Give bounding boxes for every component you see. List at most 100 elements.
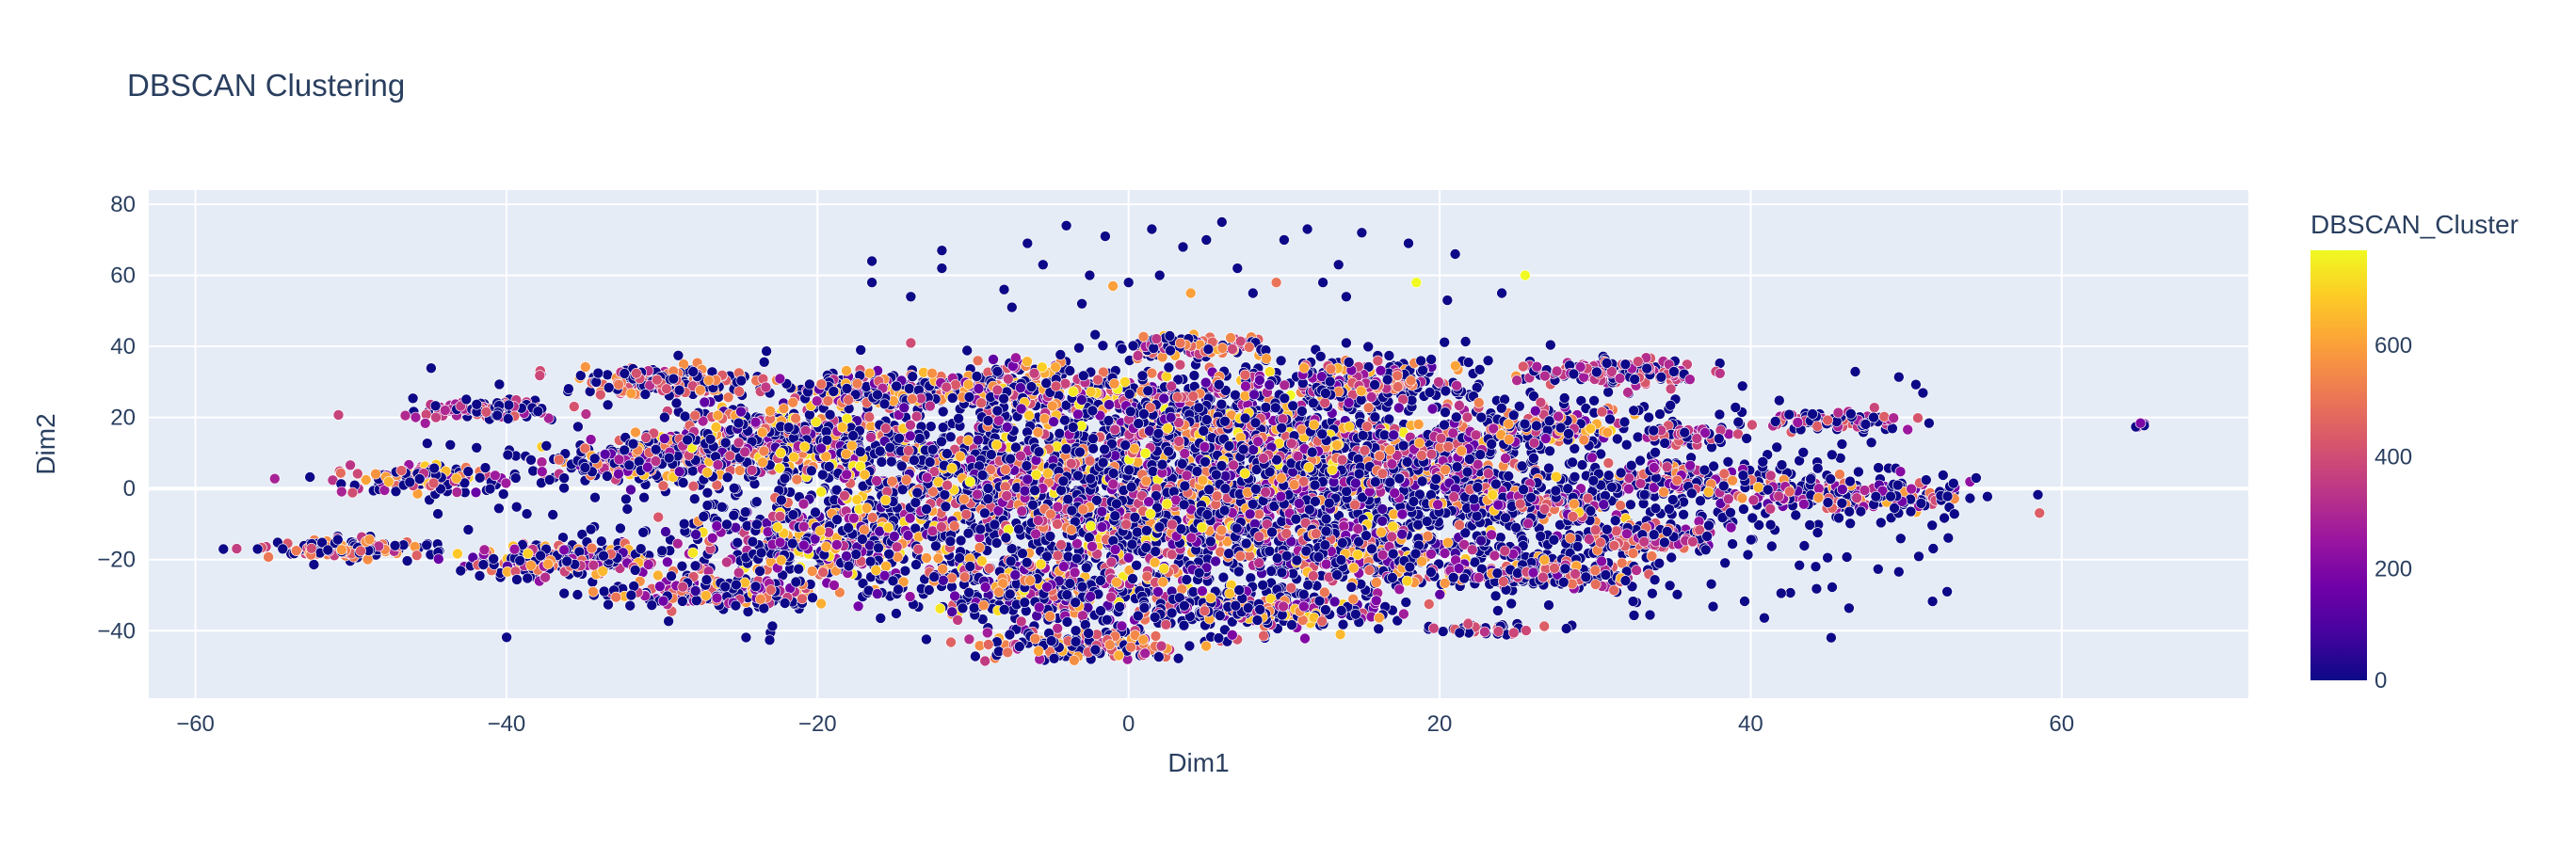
data-point[interactable]: [590, 376, 603, 388]
data-point[interactable]: [1664, 503, 1675, 515]
data-point[interactable]: [733, 437, 745, 449]
data-point[interactable]: [450, 472, 462, 485]
data-point[interactable]: [807, 592, 818, 604]
data-point[interactable]: [624, 599, 636, 612]
data-point[interactable]: [625, 388, 637, 400]
data-point[interactable]: [426, 362, 437, 375]
data-point[interactable]: [836, 422, 848, 433]
data-point[interactable]: [637, 526, 650, 538]
data-point[interactable]: [355, 545, 366, 557]
data-point[interactable]: [775, 447, 787, 459]
data-point[interactable]: [690, 595, 702, 607]
data-point[interactable]: [558, 544, 571, 556]
data-point[interactable]: [580, 408, 592, 420]
data-point[interactable]: [658, 433, 670, 444]
data-point[interactable]: [774, 462, 785, 474]
data-point[interactable]: [790, 412, 801, 424]
data-point[interactable]: [1489, 590, 1502, 602]
data-point[interactable]: [404, 476, 416, 488]
data-point[interactable]: [1753, 519, 1764, 531]
data-point[interactable]: [754, 593, 766, 605]
data-point[interactable]: [936, 521, 947, 533]
data-point[interactable]: [290, 545, 302, 557]
data-point[interactable]: [1827, 449, 1838, 461]
data-point[interactable]: [896, 484, 909, 496]
data-point[interactable]: [884, 441, 896, 454]
data-point[interactable]: [815, 598, 828, 610]
data-point[interactable]: [895, 460, 908, 472]
data-point[interactable]: [1826, 631, 1837, 644]
data-point[interactable]: [543, 474, 555, 486]
data-point[interactable]: [579, 361, 591, 373]
data-point[interactable]: [362, 553, 374, 566]
data-point[interactable]: [712, 409, 724, 422]
data-point[interactable]: [532, 406, 544, 418]
data-point[interactable]: [1873, 563, 1884, 575]
data-point[interactable]: [399, 409, 411, 422]
data-point[interactable]: [733, 417, 745, 429]
data-point[interactable]: [1811, 527, 1824, 538]
data-point[interactable]: [521, 508, 533, 519]
data-point[interactable]: [941, 381, 953, 393]
data-point[interactable]: [613, 454, 625, 466]
data-point[interactable]: [370, 468, 381, 480]
data-point[interactable]: [1653, 557, 1666, 569]
data-point[interactable]: [522, 572, 534, 584]
data-point[interactable]: [788, 451, 800, 463]
data-point[interactable]: [894, 432, 905, 444]
data-point[interactable]: [631, 367, 642, 379]
data-point[interactable]: [657, 595, 669, 607]
data-point[interactable]: [719, 437, 732, 449]
data-point[interactable]: [698, 511, 710, 522]
data-point[interactable]: [363, 534, 376, 546]
data-point[interactable]: [429, 400, 442, 412]
data-point[interactable]: [1747, 512, 1759, 524]
data-point[interactable]: [651, 374, 663, 386]
data-point[interactable]: [421, 539, 433, 551]
data-point[interactable]: [1459, 336, 1472, 347]
data-point[interactable]: [1022, 473, 1034, 486]
data-point[interactable]: [1844, 518, 1856, 530]
data-point[interactable]: [558, 482, 570, 494]
data-point[interactable]: [740, 631, 752, 644]
data-point[interactable]: [535, 550, 546, 562]
data-point[interactable]: [1054, 427, 1066, 439]
data-point[interactable]: [1000, 464, 1011, 475]
data-point[interactable]: [739, 506, 751, 518]
data-point[interactable]: [277, 543, 289, 555]
data-point[interactable]: [751, 518, 763, 531]
data-point[interactable]: [1666, 551, 1677, 564]
data-point[interactable]: [522, 548, 534, 560]
data-point[interactable]: [910, 410, 923, 422]
data-point[interactable]: [534, 370, 546, 381]
data-point[interactable]: [525, 560, 537, 571]
data-point[interactable]: [1257, 579, 1268, 591]
data-point[interactable]: [599, 448, 611, 460]
data-point[interactable]: [1569, 470, 1581, 483]
data-point[interactable]: [687, 547, 699, 559]
data-point[interactable]: [536, 456, 548, 468]
data-point[interactable]: [510, 501, 523, 513]
data-point[interactable]: [942, 448, 953, 459]
data-point[interactable]: [586, 542, 598, 554]
data-point[interactable]: [471, 441, 483, 454]
data-point[interactable]: [733, 566, 745, 579]
data-point[interactable]: [401, 555, 413, 566]
data-point[interactable]: [666, 570, 677, 582]
data-point[interactable]: [650, 455, 662, 467]
data-point[interactable]: [903, 383, 915, 394]
data-point[interactable]: [421, 438, 433, 450]
data-point[interactable]: [855, 344, 867, 356]
data-point[interactable]: [497, 488, 509, 500]
data-point[interactable]: [1647, 587, 1658, 599]
data-point[interactable]: [823, 461, 835, 472]
data-point[interactable]: [779, 598, 791, 609]
data-point[interactable]: [711, 592, 723, 604]
data-point[interactable]: [1797, 446, 1810, 458]
data-point[interactable]: [774, 373, 786, 385]
data-point[interactable]: [871, 588, 883, 599]
data-point[interactable]: [964, 476, 976, 487]
data-point[interactable]: [444, 438, 457, 451]
data-point[interactable]: [749, 581, 762, 593]
data-point[interactable]: [1843, 602, 1855, 614]
